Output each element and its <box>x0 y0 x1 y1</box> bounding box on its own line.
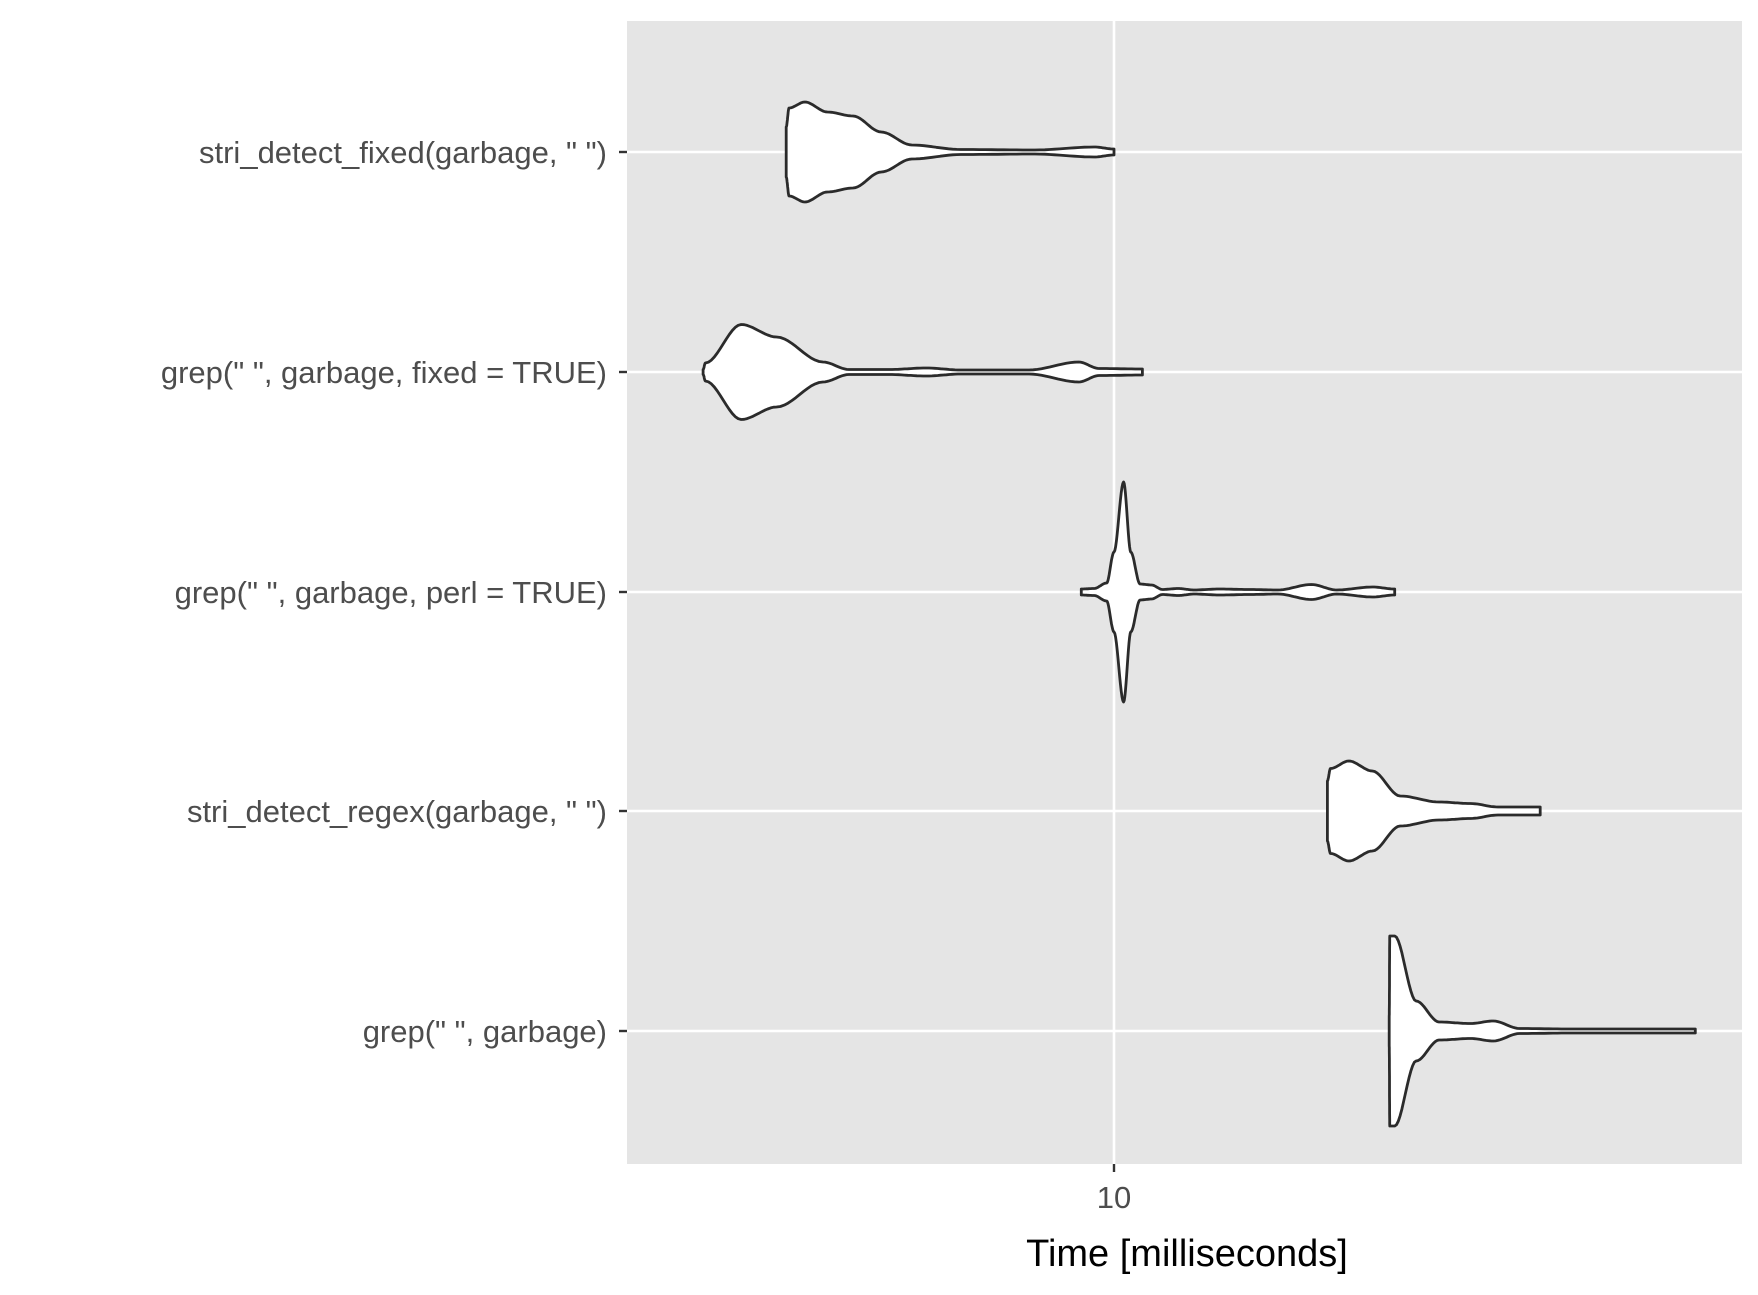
violin-shape <box>1079 480 1397 704</box>
violin-shape <box>1326 759 1542 863</box>
y-axis: stri_detect_fixed(garbage, " ") grep(" ",… <box>161 135 627 1049</box>
violin-shape <box>1387 934 1697 1128</box>
violins <box>701 100 1697 1128</box>
y-tick-label: grep(" ", garbage) <box>363 1014 607 1049</box>
x-tick-label: 10 <box>1097 1180 1131 1215</box>
x-axis-title: Time [milliseconds] <box>1026 1233 1348 1275</box>
violin-shape <box>784 100 1116 204</box>
y-tick-label: stri_detect_fixed(garbage, " ") <box>199 135 607 170</box>
y-tick-label: stri_detect_regex(garbage, " ") <box>187 794 607 829</box>
violin-shape <box>701 323 1144 421</box>
y-tick-label: grep(" ", garbage, fixed = TRUE) <box>161 355 607 390</box>
y-tick-label: grep(" ", garbage, perl = TRUE) <box>175 575 607 610</box>
x-axis: 10 <box>1097 1164 1131 1215</box>
